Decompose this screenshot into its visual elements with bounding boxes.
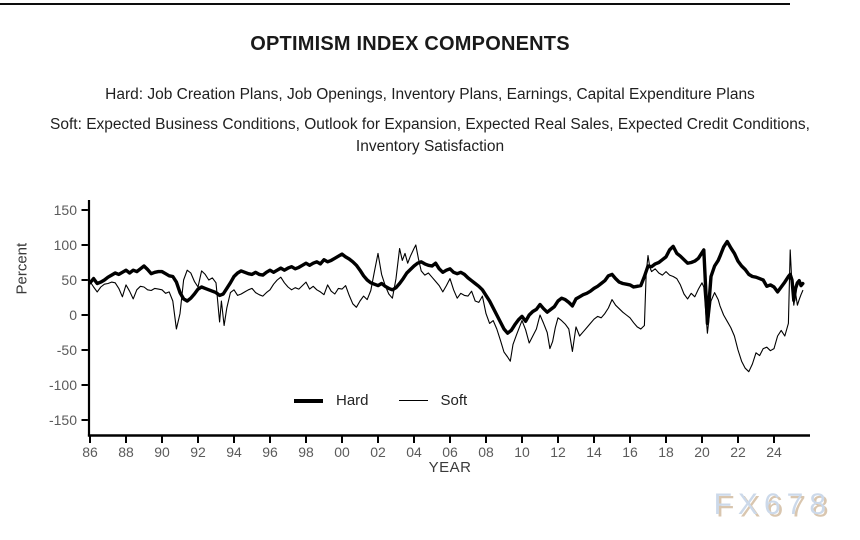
- top-divider-rule: [0, 3, 790, 5]
- x-tick-label: 06: [442, 444, 458, 460]
- subtitle-soft-components: Soft: Expected Business Conditions, Outl…: [50, 116, 810, 155]
- y-axis-label: Percent: [13, 242, 31, 295]
- x-tick-label: 08: [478, 444, 494, 460]
- y-tick-label: -100: [49, 377, 77, 393]
- subtitle-hard-components: Hard: Job Creation Plans, Job Openings, …: [105, 86, 755, 103]
- x-tick-label: 14: [586, 444, 602, 460]
- watermark-fx678: FX678: [713, 488, 832, 521]
- x-tick-label: 88: [118, 444, 134, 460]
- chart-legend: Hard Soft: [294, 392, 467, 409]
- x-tick-label: 02: [370, 444, 386, 460]
- x-tick-label: 04: [406, 444, 422, 460]
- y-tick-label: -50: [57, 342, 77, 358]
- y-tick-label: 150: [54, 202, 78, 218]
- x-tick-label: 24: [766, 444, 782, 460]
- y-tick-label: 100: [54, 237, 78, 253]
- y-tick-label: 0: [69, 307, 77, 323]
- x-tick-label: 94: [226, 444, 242, 460]
- hard-series-line: [88, 239, 805, 335]
- x-axis-label: YEAR: [428, 459, 472, 476]
- x-tick-label: 22: [730, 444, 746, 460]
- legend-label-soft: Soft: [440, 392, 468, 409]
- x-tick-label: 92: [190, 444, 206, 460]
- x-tick-label: 98: [298, 444, 314, 460]
- x-tick-label: 20: [694, 444, 710, 460]
- legend-label-hard: Hard: [336, 392, 369, 409]
- x-tick-label: 10: [514, 444, 530, 460]
- y-tick-label: -150: [49, 412, 77, 428]
- x-tick-label: 96: [262, 444, 278, 460]
- x-tick-label: 90: [154, 444, 170, 460]
- soft-series-line: [89, 244, 804, 373]
- chart-title: OPTIMISM INDEX COMPONENTS: [250, 33, 570, 55]
- x-tick-label: 86: [82, 444, 98, 460]
- x-tick-label: 12: [550, 444, 566, 460]
- x-tick-label: 16: [622, 444, 638, 460]
- hard-line-swatch-icon: [294, 398, 323, 403]
- x-tick-label: 00: [334, 444, 350, 460]
- soft-line-swatch-icon: [398, 399, 428, 402]
- x-tick-label: 18: [658, 444, 674, 460]
- y-tick-label: 50: [61, 272, 77, 288]
